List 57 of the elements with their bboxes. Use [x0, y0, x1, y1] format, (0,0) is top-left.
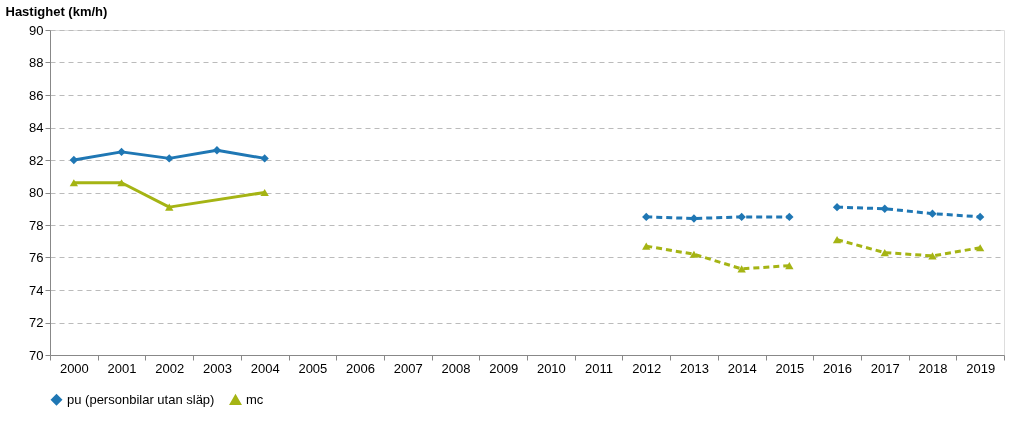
- x-tick-label: 2009: [489, 360, 519, 376]
- point: [69, 179, 79, 187]
- x-tick-label: 2015: [775, 360, 805, 376]
- y-tick-label: 72: [29, 315, 44, 330]
- point: [928, 209, 937, 218]
- y-tick-label: 86: [29, 87, 44, 103]
- x-tick-label: 2001: [107, 360, 137, 376]
- point: [975, 244, 985, 252]
- point: [880, 249, 889, 257]
- x-tick-label: 2017: [870, 360, 900, 376]
- x-tick-label: 2019: [966, 360, 996, 376]
- point: [642, 242, 651, 250]
- point: [737, 265, 746, 273]
- legend-label: pu (personbilar utan släp): [67, 391, 215, 407]
- y-tick-label: 84: [29, 120, 44, 135]
- point: [785, 262, 794, 270]
- point: [832, 236, 842, 244]
- point: [975, 212, 985, 222]
- x-tick-label: 2000: [59, 360, 89, 376]
- y-tick-label: 82: [29, 152, 44, 168]
- y-axis-title: Hastighet (km/h): [5, 3, 108, 19]
- point: [689, 250, 699, 258]
- point: [165, 203, 174, 211]
- point: [737, 212, 746, 222]
- y-tick-label: 74: [29, 282, 44, 298]
- point: [785, 212, 794, 222]
- x-tick-label: 2008: [441, 360, 471, 376]
- x-tick-label: 2013: [679, 360, 709, 376]
- point: [69, 155, 79, 165]
- y-tick-label: 88: [29, 55, 44, 70]
- point: [117, 179, 126, 187]
- point: [832, 202, 842, 212]
- x-tick-label: 2011: [585, 360, 614, 376]
- point: [260, 154, 269, 163]
- x-tick-label: 2014: [727, 360, 757, 376]
- y-tick-label: 80: [29, 185, 44, 200]
- x-tick-label: 2018: [918, 360, 948, 376]
- y-tick-label: 76: [29, 250, 44, 265]
- legend-label: mc: [246, 392, 264, 408]
- x-tick-label: 2012: [632, 360, 662, 376]
- point: [117, 147, 126, 157]
- point: [642, 212, 651, 222]
- x-tick-label: 2003: [202, 360, 232, 376]
- x-tick-label: 2016: [823, 360, 853, 376]
- x-tick-label: 2002: [155, 360, 185, 376]
- x-tick-label: 2007: [393, 360, 423, 376]
- x-tick-label: 2006: [346, 360, 376, 376]
- x-tick-label: 2005: [298, 360, 328, 376]
- point: [260, 188, 269, 197]
- point: [880, 204, 889, 213]
- x-tick-label: 2004: [250, 360, 280, 376]
- y-tick-label: 78: [29, 217, 44, 233]
- x-tick-label: 2010: [536, 360, 566, 376]
- point: [212, 146, 222, 155]
- y-tick-label: 70: [29, 347, 44, 363]
- y-tick-label: 90: [29, 22, 44, 38]
- point: [165, 154, 174, 163]
